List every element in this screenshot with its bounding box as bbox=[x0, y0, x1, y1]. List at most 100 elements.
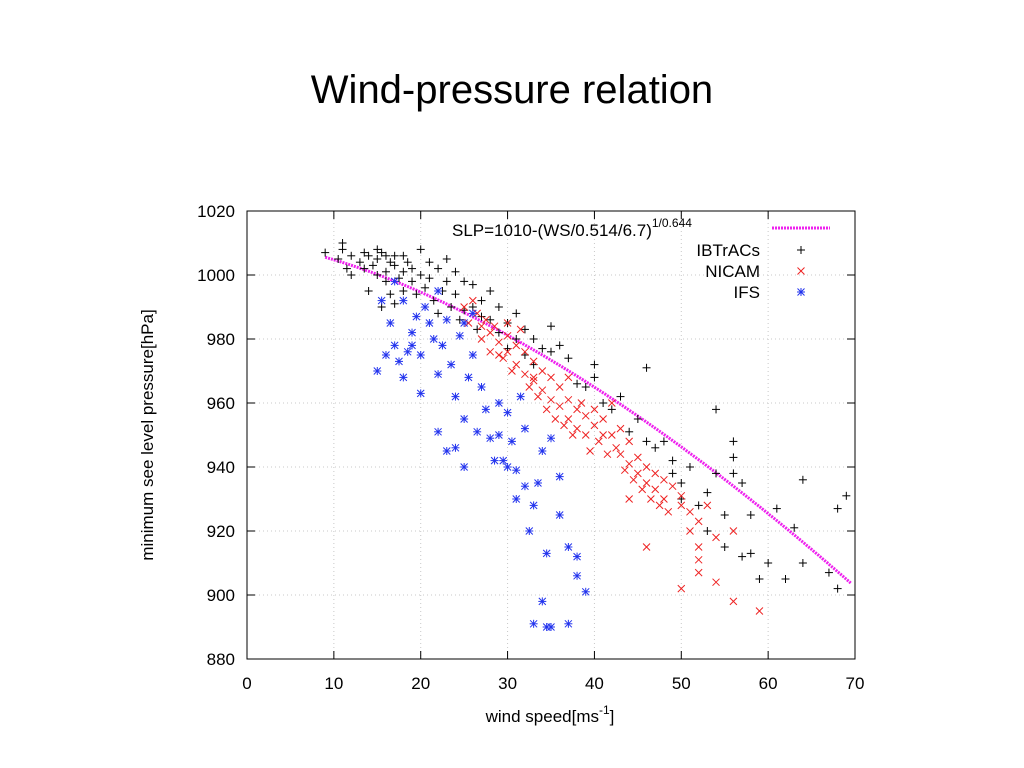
ibtracs-point bbox=[590, 373, 599, 382]
ifs-point bbox=[494, 431, 503, 439]
ifs-point bbox=[395, 357, 403, 366]
ibtracs-point bbox=[442, 255, 451, 263]
nicam-point bbox=[660, 475, 668, 484]
x-tick-label: 50 bbox=[672, 674, 691, 693]
ifs-point bbox=[542, 549, 551, 558]
ifs-point bbox=[503, 408, 512, 417]
ifs-point bbox=[538, 447, 547, 455]
nicam-point bbox=[486, 328, 495, 337]
ibtracs-point bbox=[833, 584, 842, 593]
ibtracs-point bbox=[573, 379, 582, 388]
ibtracs-point bbox=[399, 267, 408, 276]
y-tick-label: 1000 bbox=[197, 266, 235, 285]
slide-title: Wind-pressure relation bbox=[310, 68, 714, 112]
ibtracs-point bbox=[755, 575, 764, 583]
ibtracs-point bbox=[720, 543, 729, 551]
ifs-point bbox=[434, 370, 443, 379]
ibtracs-point bbox=[581, 383, 590, 391]
ifs-point bbox=[529, 501, 538, 510]
nicam-point bbox=[677, 584, 686, 593]
nicam-point bbox=[534, 392, 542, 401]
ibtracs-point bbox=[473, 325, 482, 334]
ifs-point bbox=[442, 315, 451, 324]
nicam-point bbox=[620, 466, 629, 475]
ibtracs-point bbox=[642, 363, 651, 372]
ibtracs-point bbox=[442, 277, 451, 286]
nicam-point bbox=[486, 347, 495, 356]
ifs-point bbox=[416, 389, 425, 398]
ibtracs-point bbox=[390, 251, 399, 260]
ifs-point bbox=[564, 619, 573, 628]
x-tick-label: 60 bbox=[759, 674, 778, 693]
ibtracs-point bbox=[425, 274, 434, 283]
nicam-point bbox=[647, 495, 655, 503]
ibtracs-point bbox=[408, 277, 417, 286]
ifs-point bbox=[477, 383, 486, 391]
nicam-point bbox=[599, 415, 607, 423]
nicam-point bbox=[651, 469, 660, 478]
nicam-point bbox=[482, 315, 490, 324]
x-tick-label: 70 bbox=[846, 674, 865, 693]
ibtracs-point bbox=[347, 251, 356, 260]
ifs-point bbox=[421, 303, 430, 311]
ifs-point bbox=[486, 434, 495, 443]
nicam-point bbox=[503, 347, 512, 356]
ibtracs-point bbox=[746, 511, 755, 519]
grid-lines bbox=[247, 211, 855, 659]
ifs-point bbox=[408, 328, 417, 337]
nicam-point bbox=[495, 338, 503, 347]
ibtracs-point bbox=[416, 245, 425, 254]
ifs-point bbox=[381, 351, 390, 359]
nicam-point bbox=[694, 568, 703, 577]
ifs-point bbox=[408, 341, 417, 350]
ibtracs-point bbox=[334, 255, 343, 263]
nicam-point bbox=[607, 399, 616, 407]
ibtracs-point bbox=[590, 360, 599, 369]
ifs-point bbox=[555, 472, 564, 481]
nicam-point bbox=[560, 421, 568, 430]
x-tick-label: 0 bbox=[242, 674, 251, 693]
ibtracs-point bbox=[381, 251, 390, 260]
nicam-point bbox=[477, 335, 486, 343]
nicam-point bbox=[555, 402, 564, 411]
nicam-point bbox=[664, 507, 673, 516]
ibtracs-point bbox=[642, 437, 651, 446]
y-tick-label: 940 bbox=[207, 458, 235, 477]
nicam-point bbox=[599, 431, 607, 439]
ibtracs-point bbox=[633, 415, 642, 423]
ifs-point bbox=[377, 296, 386, 305]
ibtracs-point bbox=[520, 325, 529, 334]
ifs-point bbox=[399, 296, 408, 305]
legend: SLP=1010-(WS/0.514/6.7)1/0.644 IBTrACs N… bbox=[452, 216, 830, 302]
nicam-point bbox=[581, 431, 590, 439]
ifs-point bbox=[390, 277, 399, 286]
ifs-point bbox=[403, 347, 412, 356]
ibtracs-point bbox=[455, 315, 464, 324]
ibtracs-point bbox=[772, 504, 781, 513]
ibtracs-point bbox=[355, 258, 364, 267]
ibtracs-point bbox=[790, 523, 799, 532]
ifs-point bbox=[533, 479, 542, 487]
nicam-point bbox=[634, 469, 642, 478]
ifs-point bbox=[573, 571, 582, 580]
nicam-point bbox=[516, 325, 525, 334]
ibtracs-point bbox=[408, 264, 417, 273]
nicam-point bbox=[568, 431, 577, 439]
nicam-point bbox=[508, 367, 516, 375]
legend-ifs-label: IFS bbox=[734, 283, 760, 302]
ifs-point bbox=[499, 456, 508, 465]
ibtracs-point bbox=[416, 271, 425, 279]
ifs-point bbox=[460, 319, 469, 327]
nicam-point bbox=[590, 405, 599, 414]
ifs-point bbox=[464, 373, 473, 382]
nicam-point bbox=[651, 485, 660, 494]
nicam-point bbox=[547, 395, 555, 404]
ibtracs-point bbox=[451, 267, 460, 276]
x-axis-label: wind speed[ms-1] bbox=[485, 703, 615, 726]
ifs-point bbox=[373, 367, 382, 375]
nicam-point bbox=[551, 415, 560, 423]
nicam-point bbox=[577, 399, 586, 407]
legend-ibtracs-label: IBTrACs bbox=[696, 241, 760, 260]
ifs-point bbox=[438, 341, 447, 350]
ibtracs-point bbox=[486, 287, 495, 295]
